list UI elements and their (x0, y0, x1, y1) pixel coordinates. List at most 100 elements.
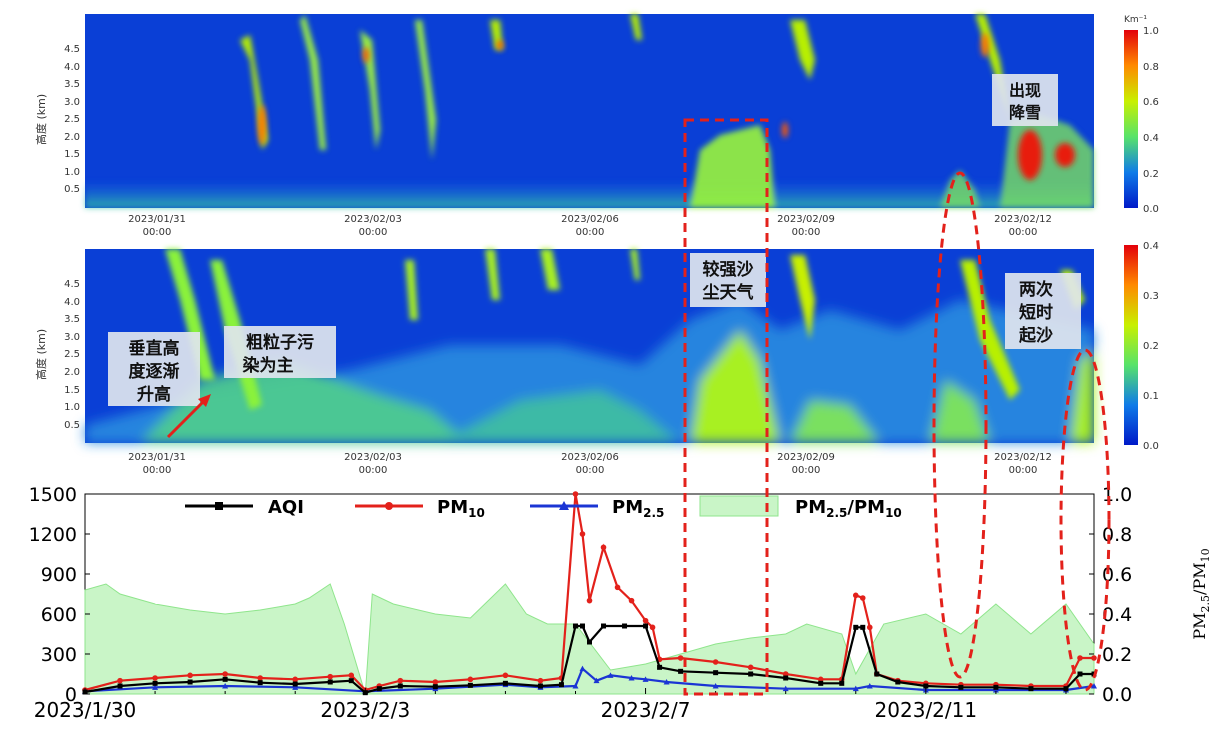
data-point-pm25 (292, 684, 299, 690)
x-tick-time: 00:00 (143, 227, 172, 238)
x-tick-label: 2023/1/30 (34, 698, 137, 722)
y-tick: 4.5 (64, 279, 80, 290)
data-point-aqi (993, 684, 999, 690)
data-point-aqi (537, 683, 543, 689)
data-point-aqi (152, 680, 158, 686)
data-point-pm10 (712, 659, 719, 665)
annotation-snow-box (992, 74, 1058, 126)
x-tick-time: 00:00 (792, 465, 821, 476)
colorbar-mid: 0.0 0.1 0.2 0.3 0.4 (1124, 241, 1159, 452)
pm-timeseries-chart: 0 300 600 900 1200 1500 0.0 0.2 0.4 0.6 0.8 1.0 2023… (29, 484, 1212, 722)
annotation-box (224, 326, 336, 378)
x-tick-time: 00:00 (359, 465, 388, 476)
data-point-pm25 (852, 685, 859, 692)
data-point-pm25 (152, 684, 159, 690)
x-tick-time: 00:00 (1009, 227, 1038, 238)
data-point-pm10 (572, 491, 579, 497)
x-tick-label: 2023/2/3 (320, 698, 410, 722)
data-point-aqi (117, 683, 123, 689)
colorbar-tick: 0.0 (1143, 441, 1159, 452)
data-point-pm10 (292, 676, 299, 683)
legend-pm10-marker (385, 502, 393, 510)
colorbar-tick: 0.1 (1143, 391, 1159, 402)
y2-tick-label: 0.6 (1102, 564, 1132, 586)
data-point-pm25 (593, 677, 600, 684)
y2-tick-label: 0.8 (1102, 524, 1132, 546)
y-tick-label: 1200 (29, 524, 77, 546)
data-point-pm10 (502, 672, 509, 679)
data-point-aqi (376, 686, 382, 692)
data-point-pm25 (222, 683, 229, 689)
data-point-pm10 (397, 677, 404, 684)
data-point-pm10 (586, 597, 593, 604)
x-tick-time: 00:00 (792, 227, 821, 238)
data-point-aqi (860, 624, 866, 630)
x-tick-date: 2023/01/31 (128, 452, 186, 463)
annotation-twice: 两次 短时 起沙 (1005, 273, 1081, 349)
x-tick-label: 2023/2/11 (875, 698, 978, 722)
x-tick-date: 2023/02/12 (994, 452, 1052, 463)
annotation-line: 染为主 (243, 355, 294, 376)
y-tick: 1.0 (64, 402, 80, 413)
x-tick-label: 2023/2/7 (601, 698, 691, 722)
y-tick: 3.5 (64, 79, 80, 90)
data-point-pm25 (782, 685, 789, 692)
data-point-aqi (257, 680, 263, 686)
x-tick-date: 2023/02/09 (777, 452, 835, 463)
data-point-pm10 (859, 595, 866, 601)
y-tick: 0.5 (64, 420, 80, 431)
colorbar-top: Km⁻¹ 0.0 0.2 0.4 0.6 0.8 1.0 (1124, 15, 1159, 215)
data-point-pm10 (677, 655, 684, 661)
data-point-pm25 (572, 683, 579, 689)
lidar-mid-y-ticks: 0.5 1.0 1.5 2.0 2.5 3.0 3.5 4.0 4.5 (64, 279, 80, 431)
trend-arrow (166, 394, 211, 439)
data-point-pm10 (614, 584, 621, 591)
data-point-pm10 (537, 677, 544, 684)
legend-pm10-label: PM10 (437, 497, 485, 520)
y-tick: 2.5 (64, 349, 80, 360)
data-point-aqi (348, 678, 354, 684)
data-point-pm10 (817, 676, 824, 683)
data-point-pm25 (607, 672, 614, 678)
lidar-top-y-ticks: 0.5 1.0 1.5 2.0 2.5 3.0 3.5 4.0 4.5 (64, 44, 80, 195)
annotation-line: 起沙 (1018, 325, 1053, 346)
data-point-pm10 (348, 672, 355, 679)
y2-axis-label: PM2.5/PM10 (1190, 548, 1212, 639)
y-tick-label: 0 (65, 684, 77, 706)
x-tick-date: 2023/01/31 (128, 214, 186, 225)
lidar-top-x-ticks: 2023/01/31 00:00 2023/02/03 00:00 2023/0… (128, 214, 1052, 238)
data-point-aqi (601, 623, 607, 629)
y-tick-label: 900 (41, 564, 77, 586)
series-ratio-area (84, 583, 1095, 695)
y-axis-label: 高度 (km) (34, 94, 48, 145)
legend-pm25-label: PM2.5 (612, 497, 664, 520)
colorbar-tick: 0.0 (1143, 204, 1159, 215)
y-tick: 1.5 (64, 385, 80, 396)
data-point-aqi (432, 684, 438, 690)
y-tick: 2.0 (64, 132, 80, 143)
y-tick: 4.5 (64, 44, 80, 55)
data-point-pm10 (117, 677, 123, 684)
data-point-pm10 (222, 671, 228, 677)
late-event-ellipse (1059, 348, 1111, 692)
data-point-aqi (657, 664, 663, 670)
colorbar-top-bar (1124, 30, 1138, 208)
data-point-aqi (678, 668, 684, 674)
data-point-pm10 (782, 671, 789, 677)
data-point-pm10 (852, 592, 859, 599)
legend-ratio-label: PM2.5/PM10 (795, 497, 902, 520)
lidar-depolarization-panel: 0.5 1.0 1.5 2.0 2.5 3.0 3.5 4.0 4.5 高度 (… (34, 241, 1159, 476)
annotation-line: 两次 (1019, 279, 1053, 300)
lidar-mid-x-ticks: 2023/01/31 00:00 2023/02/03 00:00 2023/0… (128, 452, 1052, 476)
data-point-aqi (958, 684, 964, 690)
data-point-pm10 (467, 676, 474, 683)
data-point-pm10 (187, 672, 193, 679)
x-tick-time: 00:00 (143, 465, 172, 476)
y-tick: 0.5 (64, 184, 80, 195)
dust-event-box (683, 118, 769, 696)
x-tick-date: 2023/02/09 (777, 214, 835, 225)
colorbar-tick: 0.3 (1143, 291, 1159, 302)
data-point-aqi (579, 623, 585, 629)
annotation-line: 粗粒子污 (246, 332, 314, 353)
